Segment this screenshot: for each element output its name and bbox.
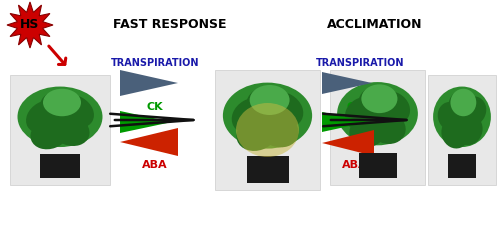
Ellipse shape <box>455 115 482 145</box>
Ellipse shape <box>223 83 312 149</box>
Ellipse shape <box>448 90 475 121</box>
Ellipse shape <box>374 91 410 125</box>
Ellipse shape <box>18 87 102 147</box>
Ellipse shape <box>246 87 288 120</box>
Ellipse shape <box>442 118 469 149</box>
Ellipse shape <box>263 92 304 128</box>
Bar <box>215 70 320 190</box>
Bar <box>10 75 110 185</box>
Ellipse shape <box>438 102 466 132</box>
Bar <box>428 75 496 185</box>
Text: ACCLIMATION: ACCLIMATION <box>327 18 423 31</box>
Ellipse shape <box>26 100 64 134</box>
Ellipse shape <box>232 98 272 134</box>
Bar <box>448 154 475 178</box>
Polygon shape <box>120 70 178 96</box>
Bar <box>330 70 425 185</box>
Polygon shape <box>322 130 374 156</box>
Text: CK: CK <box>346 102 364 112</box>
Polygon shape <box>120 111 172 133</box>
Ellipse shape <box>337 82 418 145</box>
Ellipse shape <box>258 113 298 147</box>
Text: TRANSPIRATION: TRANSPIRATION <box>316 58 404 68</box>
Bar <box>358 153 397 178</box>
Ellipse shape <box>458 96 486 126</box>
Ellipse shape <box>236 116 278 151</box>
Bar <box>40 154 80 178</box>
Polygon shape <box>322 72 372 94</box>
Ellipse shape <box>358 86 397 118</box>
Text: ABA: ABA <box>342 160 368 170</box>
Ellipse shape <box>345 97 382 131</box>
Ellipse shape <box>50 114 90 146</box>
Ellipse shape <box>362 84 398 113</box>
Bar <box>246 156 288 183</box>
Ellipse shape <box>40 90 80 121</box>
Polygon shape <box>322 112 368 132</box>
Text: CK: CK <box>146 102 164 112</box>
Text: ABA: ABA <box>142 160 168 170</box>
Ellipse shape <box>433 87 491 147</box>
Ellipse shape <box>30 117 70 149</box>
Polygon shape <box>120 128 178 156</box>
Text: TRANSPIRATION: TRANSPIRATION <box>111 58 199 68</box>
Ellipse shape <box>368 111 406 144</box>
Ellipse shape <box>350 115 387 147</box>
Ellipse shape <box>250 85 290 115</box>
Ellipse shape <box>43 89 81 116</box>
Text: FAST RESPONSE: FAST RESPONSE <box>113 18 227 31</box>
Ellipse shape <box>450 89 476 116</box>
Polygon shape <box>7 2 53 48</box>
Ellipse shape <box>56 95 94 128</box>
Text: HS: HS <box>20 18 40 31</box>
Ellipse shape <box>236 103 299 157</box>
